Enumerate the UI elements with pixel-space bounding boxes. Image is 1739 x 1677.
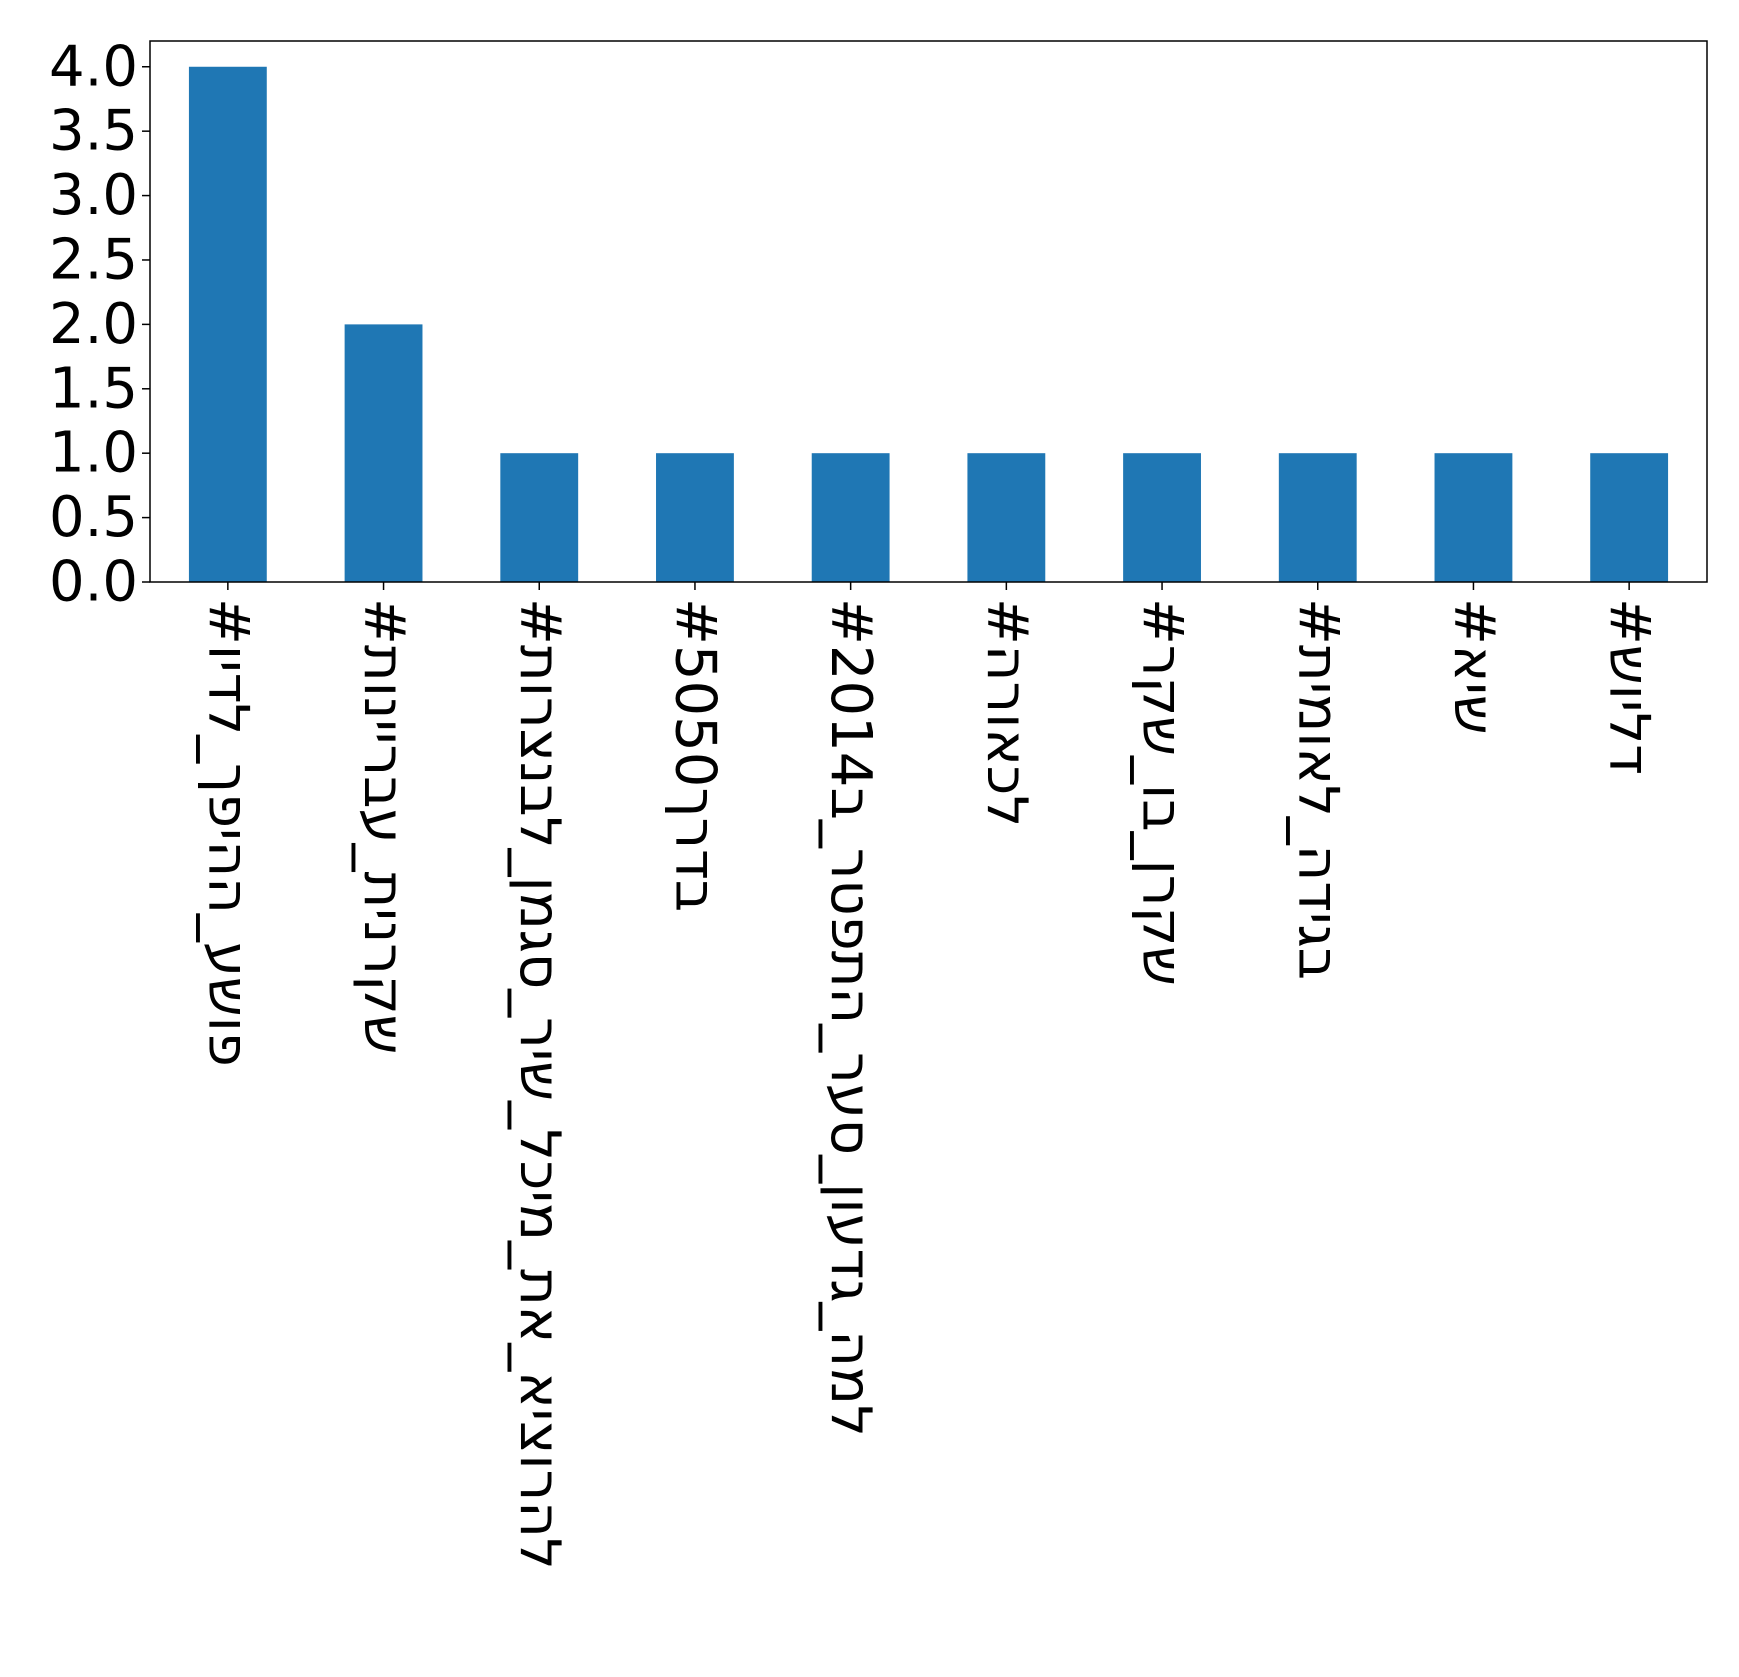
x-tick-label: #שיא xyxy=(1441,598,1506,735)
y-tick-label: 0.5 xyxy=(49,485,138,550)
x-tick-label: #למה_גדעון_סער_התפטר_ב2014 xyxy=(818,598,883,1437)
bar xyxy=(811,453,890,582)
bar xyxy=(656,453,734,582)
x-axis: #פושע_ההיפך_לדיו #שקרנית_עבריינות #להרוציא… xyxy=(195,582,1662,1570)
x-tick-label: #בדרך5050 xyxy=(662,598,727,912)
bar xyxy=(344,324,423,582)
y-axis: 0.00.51.01.52.02.53.03.54.0 xyxy=(49,34,150,615)
plot-frame xyxy=(149,40,1708,583)
bar xyxy=(1434,453,1513,582)
bar xyxy=(1123,453,1201,582)
bar xyxy=(500,453,579,582)
x-tick-label: #דליוש xyxy=(1597,598,1662,775)
x-tick-label: #שקרן_בו_שקר xyxy=(1130,598,1195,986)
y-tick-label: 0.0 xyxy=(49,550,138,615)
bar xyxy=(1278,453,1357,582)
y-tick-label: 3.5 xyxy=(49,99,138,164)
y-tick-label: 2.5 xyxy=(49,227,138,292)
x-tick-label: #פושע_ההיפך_לדיו xyxy=(195,598,260,1067)
x-tick-label: #להרוציא_את_מיכל_שיר_סגמן_לבנצרות xyxy=(507,598,572,1570)
x-tick-label: #שקרנית_עבריינות xyxy=(351,598,416,1054)
x-tick-label: #לכאורה xyxy=(974,598,1039,827)
bar xyxy=(967,453,1046,582)
bars-group xyxy=(188,66,1669,582)
y-tick-label: 3.0 xyxy=(49,163,138,228)
x-tick-label: #בגידה_לאומית xyxy=(1285,598,1350,980)
y-tick-label: 1.5 xyxy=(49,356,138,421)
y-tick-label: 4.0 xyxy=(49,34,138,99)
y-tick-label: 2.0 xyxy=(49,292,138,357)
bar xyxy=(188,66,267,582)
bar xyxy=(1590,453,1669,582)
y-tick-label: 1.0 xyxy=(49,421,138,486)
